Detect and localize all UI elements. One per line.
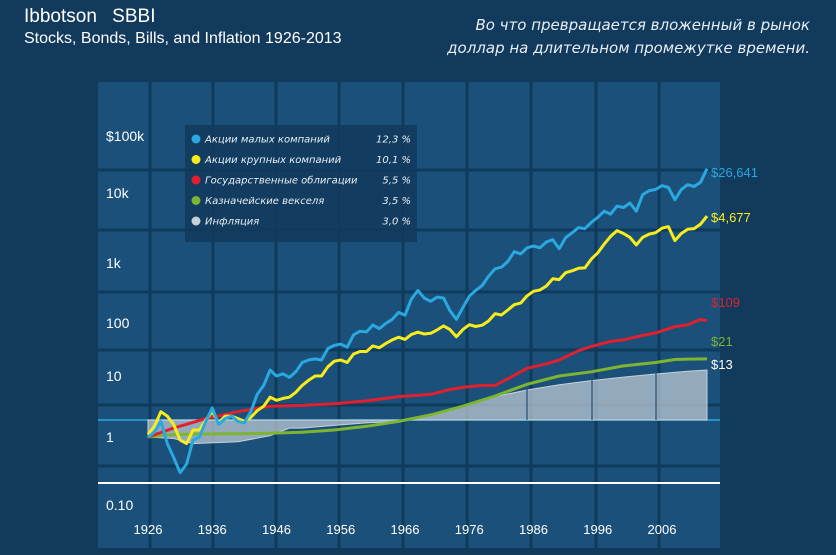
legend-marker: [191, 155, 201, 164]
x-tick-label: 1936: [198, 522, 227, 537]
y-tick-label: 1k: [106, 255, 122, 271]
y-tick-label: 100: [106, 315, 130, 331]
legend-rate: 10,1 %: [376, 155, 411, 166]
chart-subtitle: Stocks, Bonds, Bills, and Inflation 1926…: [24, 30, 342, 47]
legend-rate: 3,5 %: [382, 196, 411, 207]
legend-label: Акции крупных компаний: [204, 155, 342, 166]
x-tick-label: 1926: [134, 522, 163, 537]
series-end-label: $21: [711, 334, 733, 349]
x-tick-label: 1966: [391, 522, 420, 537]
y-tick-label: 10k: [106, 185, 130, 201]
chart-title: Ibbotson SBBI: [24, 6, 156, 27]
series-end-label: $4,677: [711, 210, 751, 225]
series-line-small: [147, 168, 709, 475]
x-tick-label: 2006: [648, 522, 677, 537]
x-tick-label: 1956: [326, 522, 355, 537]
series-line-large: [146, 215, 709, 446]
legend-marker: [191, 216, 201, 226]
x-tick-label: 1976: [455, 522, 484, 537]
legend-marker: [191, 134, 201, 144]
legend-label: Акции малых компаний: [204, 135, 330, 146]
series-line-bonds: [147, 317, 708, 439]
x-tick-label: 1986: [519, 522, 548, 537]
series-line-bills: [147, 357, 708, 439]
legend-label: Государственные облигации: [205, 175, 358, 187]
legend: Акции малых компаний 12,3 % Акции крупных …: [185, 125, 417, 242]
legend-rate: 12,3 %: [376, 135, 411, 146]
legend-marker: [191, 196, 201, 205]
note-line-1: Во что превращается вложенный в рынок: [475, 16, 810, 34]
legend-label: Инфляция: [205, 217, 259, 228]
legend-marker: [191, 175, 201, 185]
y-tick-label: 1: [106, 429, 114, 445]
legend-rate: 3,0 %: [382, 217, 411, 228]
legend-rate: 5,5 %: [382, 176, 411, 187]
series-end-label: $13: [711, 357, 733, 372]
y-tick-label: $100k: [106, 128, 145, 144]
x-tick-label: 1996: [583, 522, 612, 537]
series-end-label: $26,641: [711, 165, 758, 180]
legend-label: Казначейские векселя: [205, 196, 324, 207]
legend-background: [185, 125, 417, 242]
note-line-2: доллар на длительном промежутке времени.: [447, 39, 810, 57]
x-tick-label: 1946: [262, 522, 291, 537]
y-tick-label: 0.10: [106, 497, 133, 513]
y-tick-label: 10: [106, 368, 122, 384]
chart-note: Во что превращается вложенный в рынок до…: [430, 14, 810, 60]
series-end-label: $109: [711, 295, 740, 310]
